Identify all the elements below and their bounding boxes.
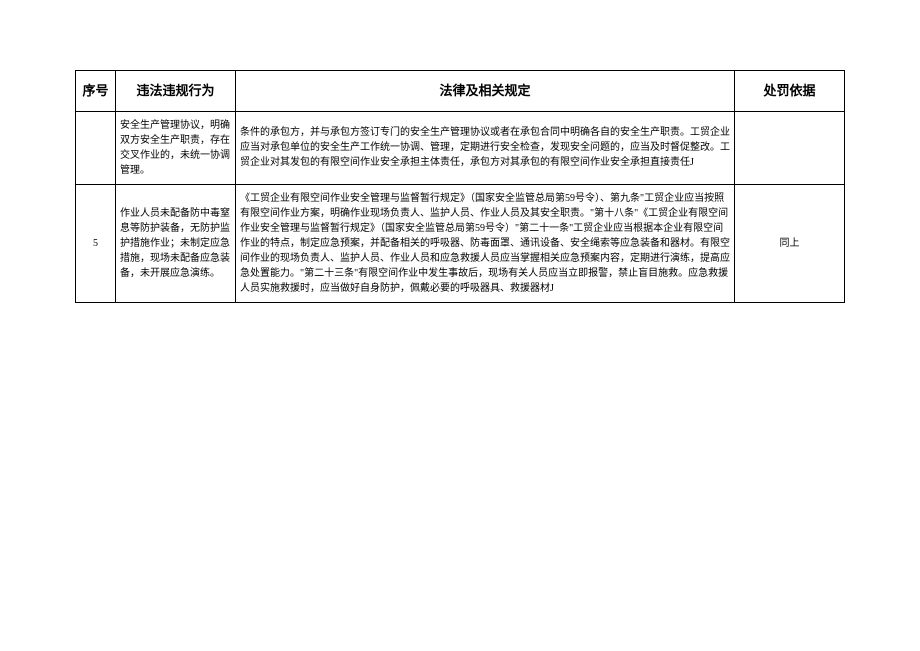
cell-seq: 5 [76,184,116,302]
header-law: 法律及相关规定 [236,71,735,112]
cell-basis: 同上 [735,184,845,302]
header-behavior: 违法违规行为 [116,71,236,112]
cell-behavior: 作业人员未配备防中毒窒息等防护装备，无防护监护措施作业；未制定应急措施，现场未配… [116,184,236,302]
cell-law: 条件的承包方，并与承包方签订专门的安全生产管理协议或者在承包合同中明确各自的安全… [236,111,735,184]
table-row: 5 作业人员未配备防中毒窒息等防护装备，无防护监护措施作业；未制定应急措施，现场… [76,184,845,302]
header-basis: 处罚依据 [735,71,845,112]
cell-seq [76,111,116,184]
regulation-table: 序号 违法违规行为 法律及相关规定 处罚依据 安全生产管理协议，明确双方安全生产… [75,70,845,303]
header-seq: 序号 [76,71,116,112]
table-row: 安全生产管理协议，明确双方安全生产职责，存在交叉作业的，未统一协调管理。 条件的… [76,111,845,184]
cell-basis [735,111,845,184]
table-header-row: 序号 违法违规行为 法律及相关规定 处罚依据 [76,71,845,112]
cell-law: 《工贸企业有限空间作业安全管理与监督暂行规定》（国家安全监管总局第59号令）、第… [236,184,735,302]
cell-behavior: 安全生产管理协议，明确双方安全生产职责，存在交叉作业的，未统一协调管理。 [116,111,236,184]
